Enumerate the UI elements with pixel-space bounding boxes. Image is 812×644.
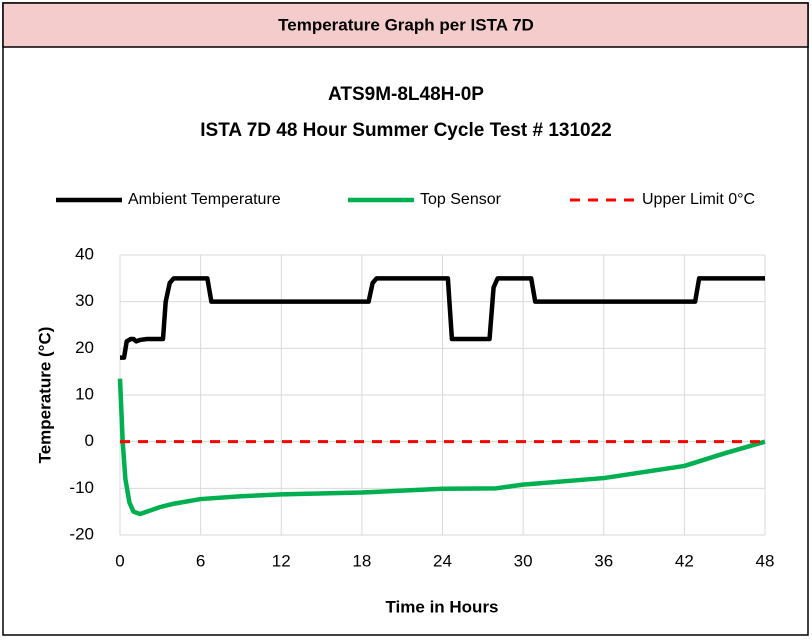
y-tick-label: 0 [85,431,94,450]
y-tick-label: 30 [75,291,94,310]
legend-label: Ambient Temperature [128,191,281,208]
x-tick-label: 6 [196,551,205,570]
header-title: Temperature Graph per ISTA 7D [278,15,534,34]
y-tick-label: -20 [69,524,94,543]
legend-label: Top Sensor [420,191,502,208]
chart-title: ATS9M-8L48H-0P [328,84,484,105]
frame [2,2,809,636]
x-axis-label: Time in Hours [385,597,498,616]
y-axis-label: Temperature (°C) [35,327,54,464]
x-tick-label: 36 [594,551,613,570]
series-line [120,276,765,360]
series-line [117,378,766,517]
legend-label: Upper Limit 0°C [642,191,755,208]
x-tick-label: 18 [352,551,371,570]
chart-subtitle: ISTA 7D 48 Hour Summer Cycle Test # 1310… [200,120,612,141]
x-tick-label: 24 [433,551,452,570]
x-tick-label: 12 [272,551,291,570]
y-tick-label: 20 [75,338,94,357]
x-tick-label: 42 [675,551,694,570]
header-band [2,2,809,48]
y-tick-label: 10 [75,384,94,403]
x-tick-label: 0 [115,551,124,570]
y-tick-label: 40 [75,244,94,263]
y-tick-label: -10 [69,478,94,497]
x-tick-label: 30 [514,551,533,570]
x-tick-label: 48 [756,551,775,570]
